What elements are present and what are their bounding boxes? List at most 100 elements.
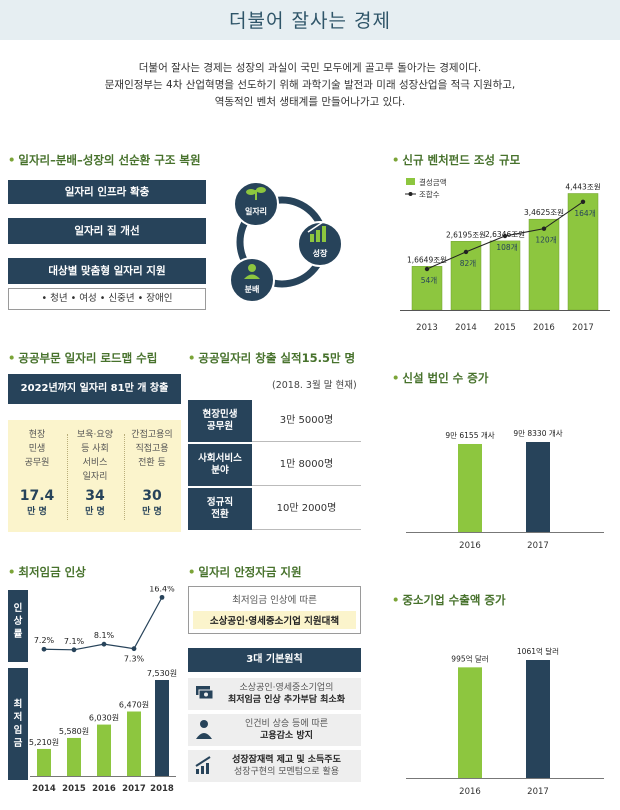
chart-bar — [155, 680, 169, 776]
principle-row: 인건비 상승 등에 따른 고용감소 방지 — [188, 714, 361, 746]
roadmap-desc-line: 전환 등 — [138, 458, 166, 468]
side-char: 인 — [13, 603, 23, 614]
legend-label: 결성금액 — [419, 177, 447, 187]
row-label-line: 분야 — [211, 465, 229, 476]
data-label: 16.4% — [149, 586, 175, 593]
chart-bar — [127, 711, 141, 776]
subsidy-section-title: • 일자리 안정자금 지원 — [188, 565, 302, 579]
money-stack-icon — [196, 686, 214, 700]
chart-bar — [489, 240, 521, 311]
roadmap-number: 30 — [142, 488, 162, 504]
roadmap-col: 간접고용의 직접고용 전환 등 30 만 명 — [127, 428, 177, 517]
cycle-section-title: • 일자리–분배–성장의 선순환 구조 복원 — [8, 153, 201, 167]
row-label-line: 현장민생 — [202, 409, 238, 420]
chart-bar — [458, 443, 482, 532]
chart-bar — [37, 748, 51, 776]
subsidy-title-text: 일자리 안정자금 지원 — [198, 565, 302, 579]
new-corps-section-title: • 신설 법인 수 증가 — [392, 371, 489, 385]
tick-label: 2016 — [459, 541, 481, 551]
tick-label: 2016 — [459, 787, 481, 797]
row-value: 10만 2000명 — [252, 488, 361, 530]
row-value: 3만 5000명 — [252, 400, 361, 442]
tick-label: 2014 — [32, 784, 56, 794]
public-jobs-section-title: • 공공일자리 창출 실적15.5만 명 — [188, 351, 356, 365]
count-point — [424, 266, 430, 272]
roadmap-col: 보육·요양 등 사회 서비스 일자리 34 만 명 — [70, 428, 120, 517]
subsidy-box-line2: 소상공인·영세중소기업 지원대책 — [193, 611, 356, 629]
venture-title-text: 신규 벤처펀드 조성 규모 — [402, 153, 521, 167]
count-label: 120개 — [535, 235, 556, 245]
data-label: 7,530원 — [147, 669, 177, 678]
row-value: 1만 8000명 — [252, 444, 361, 486]
side-char: 저 — [13, 712, 23, 723]
sme-exports-chart: 995억 달러 2016 1061억 달러 2017 — [406, 647, 604, 797]
roadmap-desc-line: 서비스 — [82, 458, 108, 468]
rate-point — [41, 646, 47, 652]
intro-text: 더불어 잘사는 경제는 성장의 과실이 국민 모두에게 골고루 돌아가는 경제이… — [60, 60, 560, 111]
min-wage-rate-label: 인 상 률 — [8, 590, 28, 662]
roadmap-number: 34 — [85, 488, 105, 504]
intro-line: 더불어 잘사는 경제는 성장의 과실이 국민 모두에게 골고루 돌아가는 경제이… — [138, 62, 482, 74]
principle-line2: 최저임금 인상 추가부담 최소화 — [227, 695, 346, 705]
sme-exports-section-title: • 중소기업 수출액 증가 — [392, 593, 506, 607]
tick-label: 2018 — [150, 784, 174, 794]
tick-label: 2015 — [62, 784, 86, 794]
side-char: 임 — [13, 725, 23, 736]
legend-label: 조합수 — [419, 190, 440, 199]
chart-bar — [567, 193, 599, 311]
data-label: 1,6649조원 — [407, 255, 447, 264]
cycle-ring — [229, 181, 343, 303]
principle-text: 소상공인·영세중소기업의 최저임금 인상 추가부담 최소화 — [216, 682, 357, 706]
tick-label: 2017 — [527, 541, 549, 551]
roadmap-desc-line: 간접고용의 — [131, 430, 173, 440]
intro-line: 역동적인 벤처 생태계를 만들어나가고 있다. — [214, 96, 406, 108]
cycle-title-text: 일자리–분배–성장의 선순환 구조 복원 — [18, 153, 201, 167]
cycle-bar-targeted: 대상별 맞춤형 일자리 지원 — [8, 258, 206, 284]
roadmap-desc-line: 현장 — [28, 430, 46, 440]
min-wage-rate-chart: 7.2% 7.1% 8.1% 7.3% 16.4% — [34, 586, 175, 664]
principle-text: 성장잠재력 제고 및 소득주도 성장구현의 모멘텀으로 활용 — [216, 754, 357, 778]
seedling-icon — [246, 187, 266, 200]
count-point — [502, 233, 508, 239]
side-char: 최 — [13, 699, 23, 710]
chart-bar — [411, 266, 443, 311]
roadmap-unit: 만 명 — [85, 507, 105, 517]
side-char: 상 — [13, 616, 23, 627]
page-title: 더불어 잘사는 경제 — [229, 10, 391, 32]
data-label: 9만 6155 개사 — [445, 430, 494, 440]
tick-label: 2016 — [92, 784, 116, 794]
roadmap-desc-line: 공무원 — [24, 458, 50, 468]
roadmap-header: 2022년까지 일자리 81만 개 창출 — [8, 374, 181, 404]
roadmap-desc: 현장 민생 공무원 — [12, 428, 62, 470]
principle-text: 인건비 상승 등에 따른 고용감소 방지 — [216, 718, 357, 742]
data-label: 5,210원 — [29, 738, 59, 747]
rate-point — [131, 646, 137, 652]
count-point — [541, 226, 547, 231]
count-label: 164개 — [574, 208, 595, 218]
public-jobs-table: 현장민생 공무원 3만 5000명 사회서비스 분야 1만 8000명 정규직 전환 … — [188, 400, 361, 532]
roadmap-col: 현장 민생 공무원 17.4 만 명 — [12, 428, 62, 517]
cycle-node-job: 일자리 — [244, 207, 268, 216]
principle-row: 성장잠재력 제고 및 소득주도 성장구현의 모멘텀으로 활용 — [188, 750, 361, 782]
data-label: 6,030원 — [89, 714, 119, 723]
data-label: 8.1% — [94, 631, 115, 640]
chart-bar — [458, 667, 482, 778]
data-label: 9만 8330 개사 — [513, 428, 562, 438]
chart-up-icon — [307, 219, 327, 242]
public-jobs-title-text: 공공일자리 창출 실적15.5만 명 — [198, 351, 356, 365]
data-label: 7.2% — [34, 636, 55, 645]
principle-line1: 성장잠재력 제고 및 소득주도 — [232, 755, 341, 765]
data-label: 995억 달러 — [451, 654, 488, 663]
title-bar: 더불어 잘사는 경제 — [0, 0, 620, 40]
count-label: 54개 — [421, 275, 438, 285]
table-row: 정규직 전환 10만 2000명 — [188, 488, 361, 530]
data-label: 2,6195조원 — [446, 230, 486, 239]
tick-label: 2016 — [533, 323, 555, 333]
roadmap-title-text: 공공부문 일자리 로드맵 수립 — [18, 351, 158, 365]
rate-point — [101, 641, 107, 647]
intro-line: 문재인정부는 4차 산업혁명을 선도하기 위해 과학기술 발전과 미래 성장산업… — [104, 79, 516, 91]
row-label: 사회서비스 분야 — [188, 444, 252, 486]
tick-label: 2013 — [416, 323, 438, 333]
cycle-bar-quality: 일자리 질 개선 — [8, 218, 206, 244]
roadmap-number: 17.4 — [19, 488, 55, 504]
